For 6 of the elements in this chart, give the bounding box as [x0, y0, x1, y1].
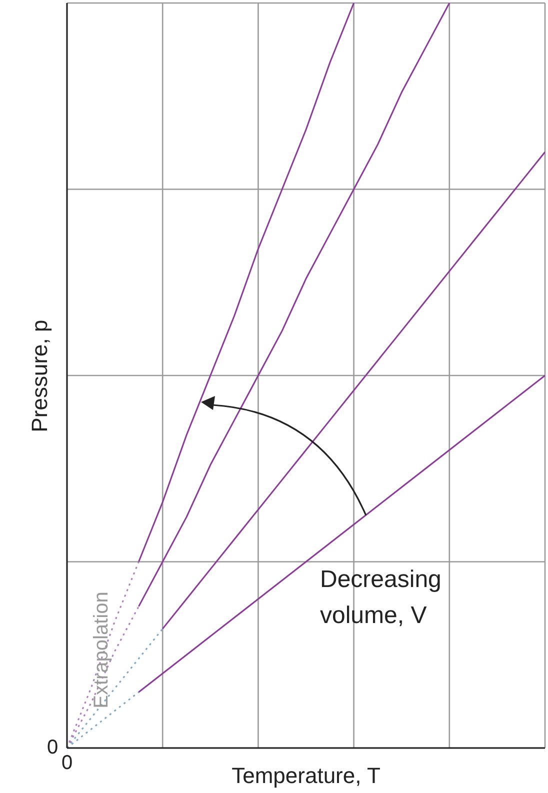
x-axis-title: Temperature, T — [232, 763, 380, 789]
annotation: Extrapolation — [90, 592, 114, 708]
text: 0 — [47, 736, 58, 760]
text: 0 — [61, 752, 73, 775]
annotation: Decreasing volume, V — [320, 565, 442, 631]
y-axis-title: Pressure, p — [27, 319, 53, 432]
